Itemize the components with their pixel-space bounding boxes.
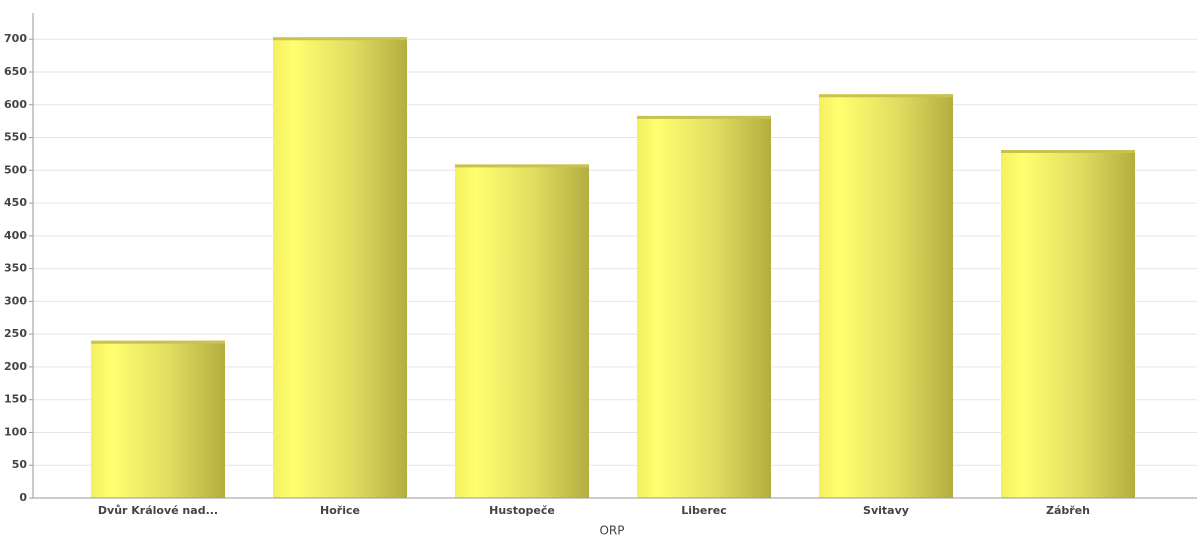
y-tick-label: 0: [19, 491, 27, 504]
bar: [455, 164, 589, 498]
y-tick-label: 450: [4, 196, 27, 209]
x-axis-title: ORP: [599, 524, 624, 538]
y-tick-label: 550: [4, 131, 27, 144]
x-tick-label: Svitavy: [863, 504, 909, 517]
bar-cap: [819, 94, 953, 98]
x-tick-label: Zábřeh: [1046, 504, 1090, 517]
bar: [273, 37, 407, 498]
y-tick-label: 500: [4, 163, 27, 176]
y-tick-label: 700: [4, 32, 27, 45]
y-tick-label: 400: [4, 229, 27, 242]
bar: [819, 94, 953, 499]
y-tick-label: 50: [12, 458, 28, 471]
y-tick-label: 300: [4, 294, 27, 307]
x-tick-label: Dvůr Králové nad...: [98, 504, 218, 517]
bar: [91, 340, 225, 498]
y-tick-label: 200: [4, 360, 27, 373]
bar-cap: [455, 164, 589, 168]
y-tick-label: 150: [4, 393, 27, 406]
bar: [637, 115, 771, 498]
x-tick-label: Hustopeče: [489, 504, 555, 517]
y-tick-label: 250: [4, 327, 27, 340]
x-tick-label: Liberec: [681, 504, 727, 517]
bar-cap: [637, 115, 771, 119]
y-tick-label: 350: [4, 262, 27, 275]
bar-cap: [1001, 149, 1135, 153]
x-tick-label: Hořice: [320, 504, 360, 517]
bar-cap: [273, 37, 407, 41]
bar-cap: [91, 340, 225, 344]
y-tick-label: 600: [4, 98, 27, 111]
bar: [1001, 149, 1135, 498]
y-tick-label: 650: [4, 65, 27, 78]
y-tick-label: 100: [4, 425, 27, 438]
